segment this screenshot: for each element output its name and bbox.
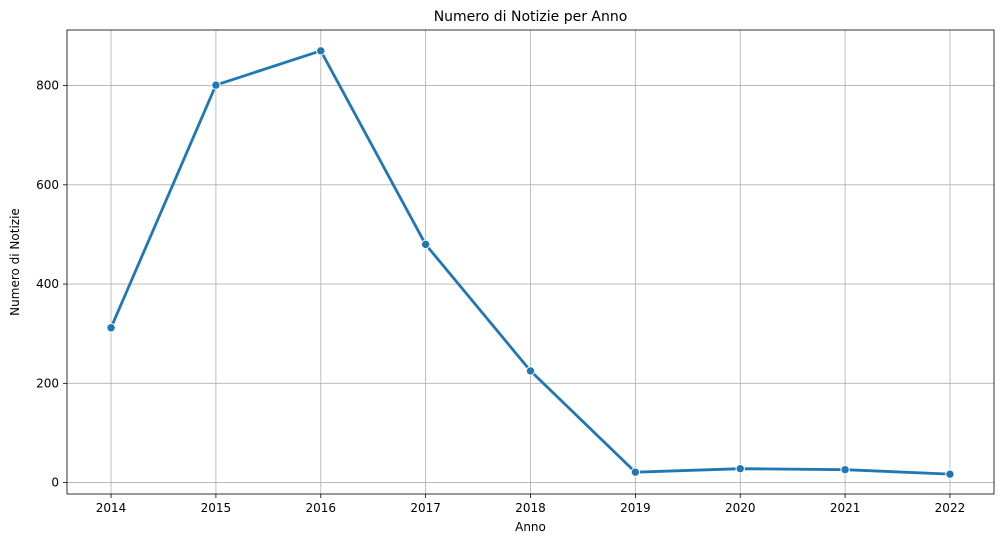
data-point bbox=[630, 467, 641, 477]
x-tick-label: 2020 bbox=[725, 501, 756, 515]
x-tick-label: 2015 bbox=[201, 501, 232, 515]
data-point bbox=[945, 469, 955, 479]
y-tick-label: 400 bbox=[36, 277, 59, 291]
x-tick-label: 2021 bbox=[830, 501, 861, 515]
data-point bbox=[840, 464, 850, 475]
x-tick-label: 2016 bbox=[305, 501, 336, 515]
data-point bbox=[735, 463, 745, 474]
y-tick-label: 600 bbox=[36, 178, 59, 192]
data-point bbox=[211, 80, 221, 90]
chart-title: Numero di Notizie per Anno bbox=[434, 9, 628, 25]
x-axis-label: Anno bbox=[515, 520, 546, 534]
data-point bbox=[106, 323, 116, 333]
x-tick-label: 2019 bbox=[620, 501, 651, 515]
x-tick-label: 2017 bbox=[410, 501, 441, 515]
y-tick-label: 0 bbox=[51, 476, 59, 490]
grid bbox=[67, 30, 994, 494]
ticks: 2014 2015 2016 2017 2018 2019 2020 2021 2022 0 200… bbox=[36, 79, 965, 515]
data-point bbox=[420, 239, 431, 250]
x-tick-label: 2022 bbox=[935, 501, 966, 515]
series bbox=[106, 46, 955, 479]
y-axis-label: Numero di Notizie bbox=[8, 208, 22, 316]
y-tick-label: 200 bbox=[36, 376, 59, 390]
data-point bbox=[525, 366, 536, 376]
x-tick-label: 2018 bbox=[515, 501, 546, 515]
y-tick-label: 800 bbox=[36, 79, 59, 93]
x-tick-label: 2014 bbox=[96, 501, 127, 515]
data-point bbox=[316, 46, 326, 56]
